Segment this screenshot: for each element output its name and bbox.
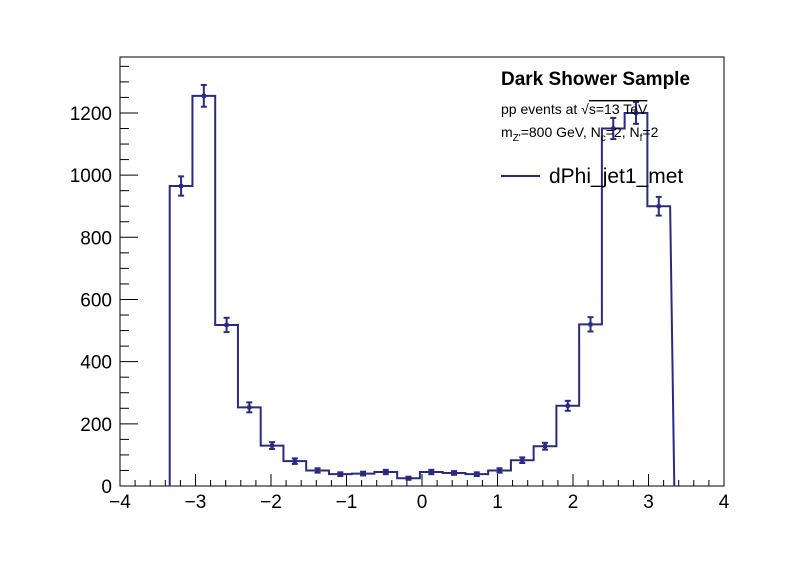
energy-annotation: pp events at √s=13 TeV [501,101,648,117]
legend-label-dphi-jet1-met: dPhi_jet1_met [549,165,683,188]
bin-marker [474,472,479,477]
error-bar [291,457,298,465]
error-bar [178,175,185,197]
x-tick-label: −2 [260,492,282,513]
bin-marker [588,322,593,327]
error-bar [246,401,253,414]
error-bar [610,116,617,141]
x-tick-label: −1 [336,492,358,513]
bin-marker [315,468,320,473]
bin-marker [656,204,661,209]
bin-marker [634,110,639,115]
y-tick-label: 400 [80,353,112,374]
error-bar [428,468,435,476]
bin-marker [406,476,411,481]
x-tick-label: 3 [643,492,654,513]
bin-marker [429,470,434,475]
x-tick-labels: −4 −3 −2 −1 0 1 2 3 4 [109,492,730,513]
error-bar [655,195,662,217]
histogram-outline [168,94,676,487]
y-tick-labels: 0 200 400 600 800 1000 1200 [70,104,112,498]
bin-marker [201,93,206,98]
error-bar [360,470,367,477]
bin-marker [383,470,388,475]
y-tick-label: 0 [101,477,112,498]
error-bar [269,441,276,451]
bin-marker [565,403,570,408]
error-bar [382,468,389,476]
y-tick-label: 1000 [70,166,112,187]
error-bar [633,101,640,125]
error-bar [564,399,571,412]
bin-marker [338,472,343,477]
bin-marker [179,184,184,189]
y-tick-label: 600 [80,290,112,311]
axis-ticks [119,65,725,487]
bin-marker [452,470,457,475]
histogram-series [168,94,676,487]
annotation-box: Dark Shower Sample pp events at √s=13 Te… [501,69,690,144]
error-bar [314,467,321,474]
error-bar [587,316,594,333]
y-tick-label: 200 [80,415,112,436]
x-tick-label: 4 [719,492,730,513]
error-bar [542,441,549,451]
error-bar [337,471,344,478]
bin-marker [224,322,229,327]
bin-marker [247,405,252,410]
plot-frame [119,56,725,487]
x-tick-label: 2 [568,492,579,513]
legend: dPhi_jet1_met [501,165,683,188]
error-bar [496,467,503,474]
error-bar [451,470,458,476]
error-bar [473,471,480,478]
bin-marker [520,458,525,463]
error-bar [405,475,412,481]
error-bars [178,83,662,481]
bin-marker [292,459,297,464]
bin-marker [497,468,502,473]
chart-title: Dark Shower Sample [501,69,690,90]
mass-annotation: mZ'=800 GeV, Nc=2, Nf=2 [501,124,659,144]
bin-marker [361,471,366,476]
y-tick-label: 800 [80,228,112,249]
error-bar [200,83,207,108]
x-tick-label: 0 [417,492,428,513]
x-tick-label: −4 [109,492,131,513]
x-tick-label: 1 [492,492,503,513]
error-bar [519,456,526,464]
error-bar [223,316,230,334]
bin-marker [270,443,275,448]
bin-marker [611,126,616,131]
bin-marker [543,444,548,449]
y-tick-label: 1200 [70,104,112,125]
x-tick-label: −3 [185,492,207,513]
